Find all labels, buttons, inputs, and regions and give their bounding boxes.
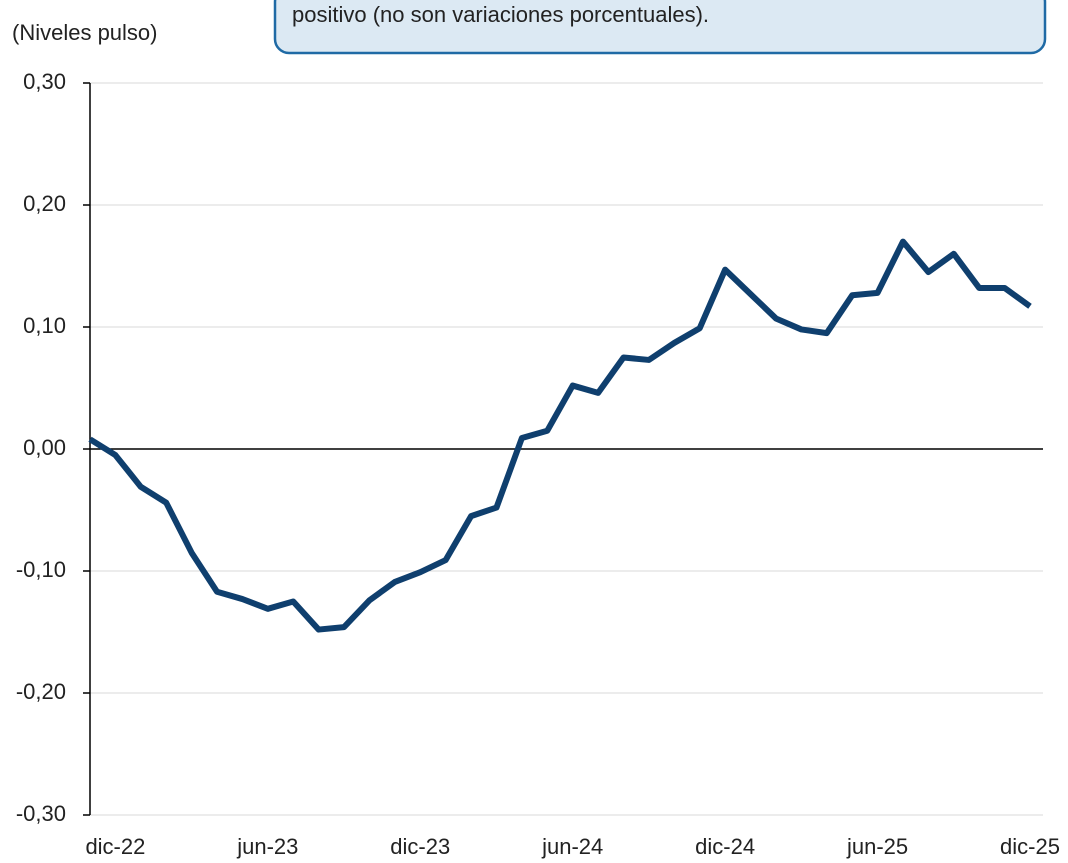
y-tick-label: -0,10 [16,557,66,582]
y-axis-label: (Niveles pulso) [12,20,158,45]
y-tick-label: 0,20 [23,191,66,216]
x-tick-label: jun-25 [846,834,908,859]
x-tick-label: dic-25 [1000,834,1060,859]
y-tick-label: -0,30 [16,801,66,826]
x-tick-label: jun-23 [236,834,298,859]
y-tick-label: 0,10 [23,313,66,338]
data-line [88,238,1032,633]
y-tick-label: 0,30 [23,69,66,94]
note-box [273,0,1047,55]
x-tick-label: dic-24 [695,834,755,859]
y-tick-label: -0,20 [16,679,66,704]
x-tick-label: dic-23 [390,834,450,859]
x-tick-label: jun-24 [541,834,603,859]
x-tick-label: dic-22 [85,834,145,859]
y-tick-label: 0,00 [23,435,66,460]
note-text: positivo (no son variaciones porcentuale… [292,2,709,27]
